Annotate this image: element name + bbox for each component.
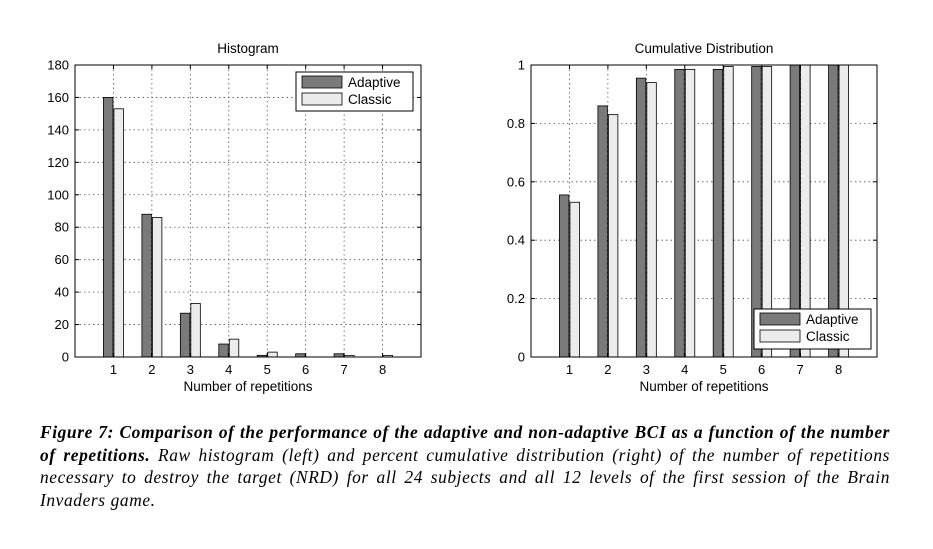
y-tick-label: 0	[518, 350, 525, 365]
bar-adaptive-3	[635, 77, 647, 358]
y-tick-label: 120	[47, 155, 69, 170]
y-tick-label: 20	[55, 317, 69, 332]
bar-adaptive-1	[559, 194, 570, 358]
chart-title: Cumulative Distribution	[635, 41, 774, 56]
x-axis-label: Number of repetitions	[183, 379, 312, 394]
y-tick-label: 40	[55, 285, 69, 300]
x-tick-label: 6	[302, 362, 309, 377]
bar-classic-5	[267, 351, 278, 358]
x-axis-label: Number of repetitions	[639, 379, 768, 394]
x-tick-label: 7	[340, 362, 347, 377]
bar-adaptive-2	[597, 105, 608, 358]
x-tick-label: 4	[681, 362, 688, 377]
bar-classic-5	[723, 66, 734, 358]
x-tick-label: 2	[148, 362, 155, 377]
legend-swatch-adaptive	[301, 75, 343, 89]
caption-body: Raw histogram (left) and percent cumulat…	[40, 444, 890, 510]
y-tick-label: 100	[47, 187, 69, 202]
x-tick-label: 7	[796, 362, 803, 377]
y-tick-label: 60	[55, 252, 69, 267]
y-tick-label: 160	[47, 90, 69, 105]
x-tick-label: 5	[264, 362, 271, 377]
x-tick-label: 1	[110, 362, 117, 377]
x-tick-label: 3	[643, 362, 650, 377]
legend-label-adaptive: Adaptive	[806, 312, 859, 327]
y-tick-label: 1	[518, 58, 525, 73]
x-tick-label: 8	[835, 362, 842, 377]
x-tick-label: 3	[187, 362, 194, 377]
x-tick-label: 5	[720, 362, 727, 377]
bar-classic-2	[607, 114, 619, 358]
bar-classic-3	[646, 82, 657, 358]
y-tick-label: 80	[55, 220, 69, 235]
axes-box	[530, 64, 878, 358]
bar-adaptive-3	[179, 312, 191, 358]
y-tick-label: 0.8	[507, 116, 525, 131]
y-tick-label: 140	[47, 122, 69, 137]
plot-area	[75, 65, 421, 357]
x-tick-label: 2	[604, 362, 611, 377]
bar-classic-3	[190, 303, 201, 358]
legend-label-classic: Classic	[806, 329, 850, 344]
legend-swatch-classic	[759, 329, 801, 343]
histogram-chart: 0 20 40 60 80 100 120 140 160 180 1 2 3 4 5 6 7 8 Histogra…	[47, 41, 422, 394]
figure-caption: Figure 7: Comparison of the performance …	[40, 421, 890, 511]
bar-adaptive-2	[141, 213, 152, 358]
bar-adaptive-4	[218, 343, 229, 358]
legend-swatch-classic	[301, 92, 343, 106]
x-tick-label: 4	[225, 362, 232, 377]
bar-classic-1	[113, 108, 124, 358]
bar-classic-2	[151, 217, 163, 358]
legend-swatch-adaptive	[759, 312, 801, 326]
y-tick-label: 0.6	[507, 174, 525, 189]
bar-classic-4	[228, 338, 240, 358]
cumulative-distribution-chart: 0 0.2 0.4 0.6 0.8 1 1 2 3 4 5 6 7 8 Cumulative Distrib…	[507, 41, 878, 394]
plot-area	[531, 65, 877, 357]
bar-adaptive-4	[674, 68, 685, 358]
y-tick-label: 0.2	[507, 291, 525, 306]
axes-box	[74, 64, 422, 358]
y-tick-label: 0.4	[507, 233, 525, 248]
y-tick-label: 0	[62, 350, 69, 365]
bar-classic-1	[569, 201, 580, 358]
legend-label-classic: Classic	[348, 92, 392, 107]
y-tick-label: 180	[47, 58, 69, 73]
bar-adaptive-5	[712, 68, 724, 358]
x-tick-label: 8	[379, 362, 386, 377]
x-tick-label: 1	[566, 362, 573, 377]
legend-label-adaptive: Adaptive	[348, 75, 401, 90]
bar-adaptive-1	[103, 97, 114, 358]
bar-classic-4	[684, 68, 696, 358]
caption-lead: Figure 7: Comparison of the performance …	[40, 422, 890, 465]
chart-title: Histogram	[217, 41, 279, 56]
x-tick-label: 6	[758, 362, 765, 377]
